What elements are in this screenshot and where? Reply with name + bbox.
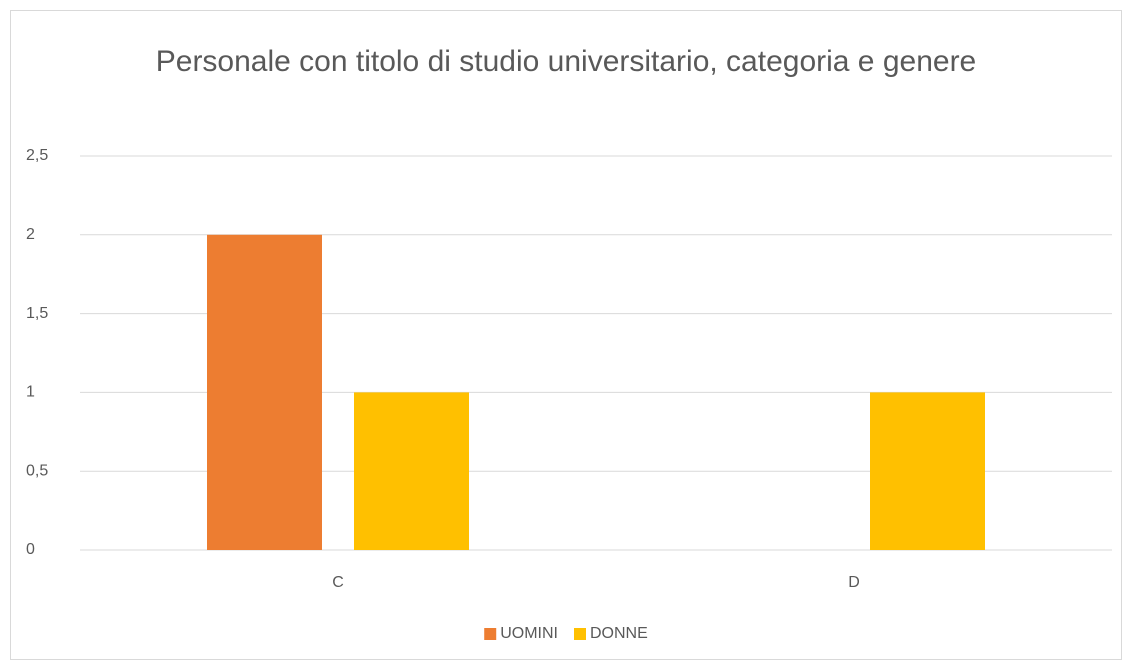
x-tick-label: C xyxy=(332,574,344,591)
legend-label: DONNE xyxy=(590,625,648,642)
y-tick-label: 2 xyxy=(26,226,35,243)
chart-border xyxy=(10,10,1122,660)
y-tick-label: 1 xyxy=(26,384,35,401)
bar xyxy=(354,392,469,550)
legend-swatch xyxy=(484,628,497,640)
legend-label: UOMINI xyxy=(500,625,558,642)
bar xyxy=(870,392,985,550)
legend-swatch xyxy=(574,628,586,640)
y-tick-label: 0,5 xyxy=(26,462,48,479)
x-tick-label: D xyxy=(848,574,860,591)
chart-title: Personale con titolo di studio universit… xyxy=(155,45,977,78)
y-tick-label: 2,5 xyxy=(26,147,48,164)
bar xyxy=(207,234,322,551)
y-tick-label: 0 xyxy=(26,541,35,558)
y-tick-label: 1,5 xyxy=(26,305,48,322)
